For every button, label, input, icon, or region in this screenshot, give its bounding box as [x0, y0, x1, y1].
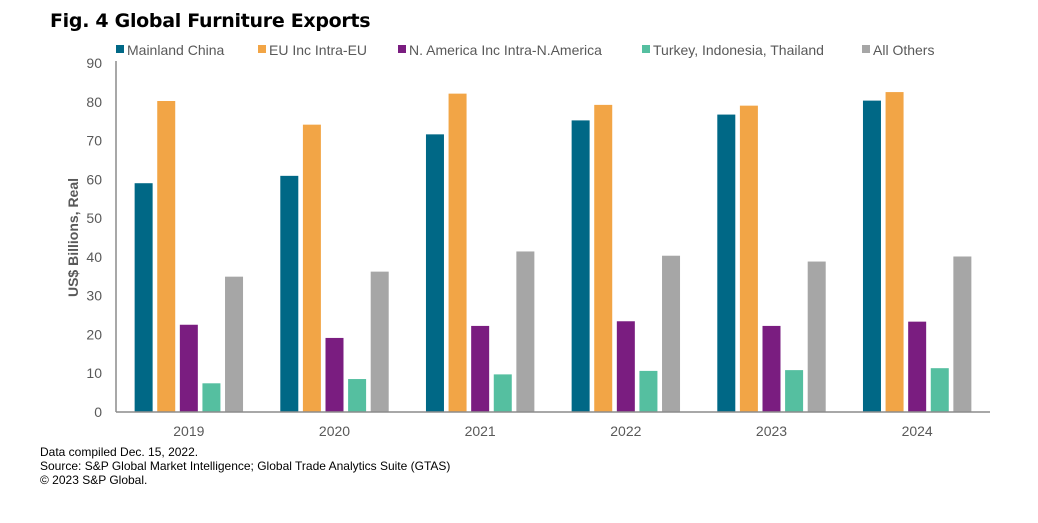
bar-2024-1 [885, 92, 904, 412]
bar-2020-2 [325, 337, 344, 412]
bar-2022-4 [662, 255, 681, 412]
footer-copyright: © 2023 S&P Global. [40, 473, 148, 487]
x-tick-label: 2022 [610, 423, 641, 439]
bar-2021-4 [516, 251, 535, 412]
x-tick-label: 2019 [173, 423, 204, 439]
bar-2019-2 [179, 324, 198, 412]
y-tick-label: 50 [86, 210, 102, 226]
bar-2019-0 [134, 183, 153, 412]
x-tick-label: 2023 [756, 423, 787, 439]
bar-2021-2 [471, 325, 490, 412]
legend-swatch [116, 45, 124, 53]
chart-title: Fig. 4 Global Furniture Exports [50, 10, 371, 32]
legend-label: Turkey, Indonesia, Thailand [653, 42, 824, 58]
bar-2020-4 [370, 271, 389, 412]
bar-2022-3 [639, 370, 658, 412]
bar-2024-2 [908, 321, 927, 412]
bar-2019-1 [157, 101, 176, 412]
footer-date: Data compiled Dec. 15, 2022. [40, 445, 199, 459]
y-tick-label: 10 [86, 365, 102, 381]
legend-label: EU Inc Intra-EU [269, 42, 367, 58]
bar-2023-1 [739, 105, 758, 413]
x-tick-label: 2021 [465, 423, 496, 439]
bar-2021-1 [448, 93, 467, 412]
bar-2022-0 [571, 120, 590, 412]
bar-chart: 0 10 20 30 40 50 60 70 80 90 US$ Billions, Real 201… [65, 42, 990, 439]
bar-2024-4 [953, 256, 972, 412]
y-axis-title: US$ Billions, Real [65, 178, 81, 297]
bar-2020-1 [302, 124, 321, 412]
bar-2019-4 [225, 276, 244, 412]
y-tick-label: 70 [86, 133, 102, 149]
footer-source: Source: S&P Global Market Intelligence; … [40, 459, 451, 473]
x-tick-label: 2020 [319, 423, 350, 439]
bar-2021-3 [493, 374, 512, 412]
legend-swatch [642, 45, 650, 53]
bar-2023-0 [717, 114, 736, 412]
bar-2021-0 [425, 134, 444, 412]
bar-2024-0 [862, 100, 881, 412]
bar-2023-2 [762, 325, 781, 412]
bar-2023-3 [785, 370, 804, 412]
bar-2020-0 [280, 175, 299, 412]
legend-swatch [862, 45, 870, 53]
x-tick-label: 2024 [902, 423, 933, 439]
y-tick-label: 90 [86, 55, 102, 71]
y-tick-label: 0 [94, 404, 102, 420]
bar-2024-3 [930, 368, 949, 412]
y-tick-label: 40 [86, 249, 102, 265]
y-tick-label: 60 [86, 171, 102, 187]
legend-label: All Others [873, 42, 934, 58]
legend-label: Mainland China [127, 42, 224, 58]
bar-2020-3 [348, 379, 367, 412]
y-tick-label: 80 [86, 94, 102, 110]
bar-2022-1 [594, 104, 613, 412]
bar-2023-4 [807, 261, 826, 412]
bar-2019-3 [202, 383, 221, 412]
legend-swatch [258, 45, 266, 53]
y-tick-label: 20 [86, 326, 102, 342]
bar-2022-2 [616, 321, 635, 412]
y-tick-label: 30 [86, 288, 102, 304]
legend-label: N. America Inc Intra-N.America [409, 42, 602, 58]
legend-swatch [398, 45, 406, 53]
